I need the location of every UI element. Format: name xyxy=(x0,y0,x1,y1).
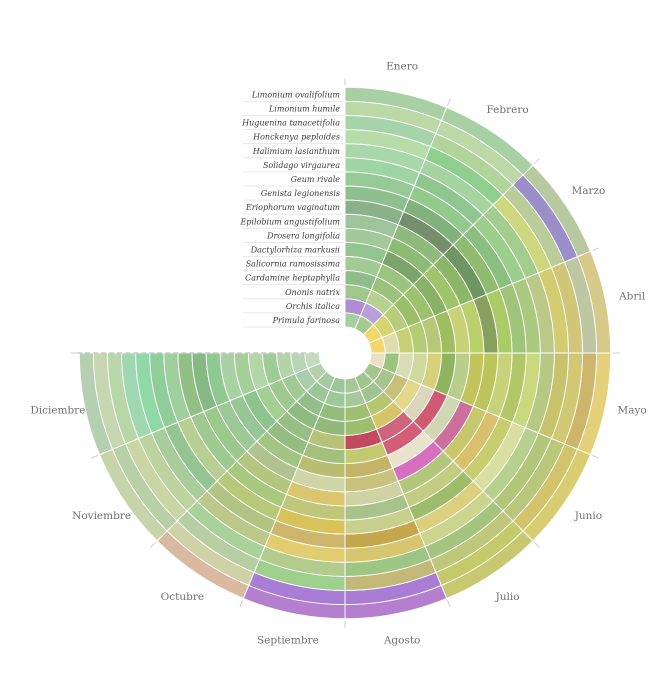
species-label: Orchis italica xyxy=(286,302,340,311)
month-tick xyxy=(446,99,451,106)
month-label: Febrero xyxy=(486,104,528,116)
month-spoke xyxy=(156,371,327,542)
month-label: Octubre xyxy=(161,591,204,603)
month-label: Agosto xyxy=(383,635,421,647)
species-label: Honckenya peploides xyxy=(252,133,340,142)
month-label: Enero xyxy=(386,60,418,72)
month-spoke xyxy=(368,362,591,456)
species-label: Limonium humile xyxy=(268,105,340,114)
month-label: Abril xyxy=(618,290,646,302)
month-tick xyxy=(239,600,244,607)
species-label: Limonium ovalifolium xyxy=(251,90,341,99)
species-label: Huguenina tanacetifolia xyxy=(241,119,340,128)
species-label: Cardamine heptaphylla xyxy=(245,274,340,283)
month-spoke xyxy=(363,371,534,542)
species-label: Eriophorum vaginatum xyxy=(245,203,340,212)
species-label: Dactylorhiza markusii xyxy=(250,245,341,254)
species-labels: Limonium ovalifolium Limonium humile Hugue… xyxy=(239,90,343,328)
species-label: Drosera longifolia xyxy=(266,231,340,240)
month-label: Julio xyxy=(495,591,520,603)
month-label: Junio xyxy=(574,510,602,522)
species-label: Primula farinosa xyxy=(272,316,341,325)
month-label: Marzo xyxy=(571,185,605,197)
month-spoke xyxy=(368,250,591,344)
month-label: Noviembre xyxy=(72,510,131,522)
month-tick xyxy=(592,454,599,459)
species-label: Salicornia ramosissima xyxy=(246,260,341,269)
species-rings xyxy=(78,86,612,620)
month-tick xyxy=(533,541,540,548)
month-tick xyxy=(533,158,540,165)
month-spoke xyxy=(363,164,534,335)
month-spoke xyxy=(242,376,336,599)
month-tick xyxy=(446,600,451,607)
species-label: Solidago virgaurea xyxy=(263,161,340,170)
month-spoke xyxy=(354,376,448,599)
month-labels: Enero Febrero Marzo Abril Mayo Junio Julio Agos… xyxy=(30,60,646,646)
species-label: Genista legionensis xyxy=(261,189,340,198)
month-spoke xyxy=(354,107,448,330)
month-label: Mayo xyxy=(617,405,646,417)
month-label: Septiembre xyxy=(257,635,319,647)
species-label: Geum rivale xyxy=(291,175,341,184)
species-label: Halimium lasianthum xyxy=(252,147,341,156)
month-spoke xyxy=(99,362,322,456)
species-label: Epilobium angustifolium xyxy=(239,217,340,226)
species-label: Ononis natrix xyxy=(285,288,340,297)
month-tick xyxy=(592,247,599,252)
month-label: Diciembre xyxy=(30,405,85,417)
month-spokes xyxy=(70,78,620,628)
month-tick xyxy=(150,541,157,548)
month-tick xyxy=(91,454,98,459)
